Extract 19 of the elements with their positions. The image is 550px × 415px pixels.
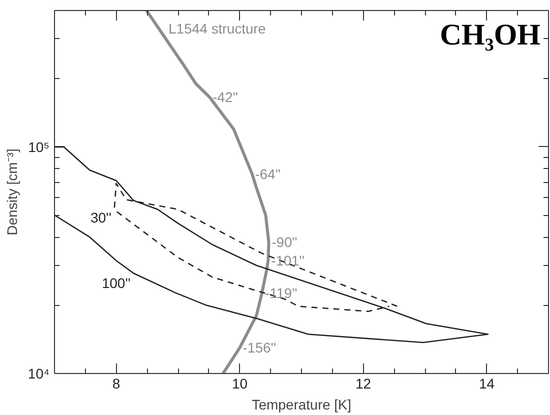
x-tick-label: 14 bbox=[478, 376, 495, 392]
x-axis-title: Temperature [K] bbox=[252, 396, 352, 412]
annotation: -156'' bbox=[242, 340, 276, 356]
annotation: -101'' bbox=[271, 252, 305, 268]
annotation: 100'' bbox=[102, 275, 131, 292]
annotation: -42'' bbox=[212, 89, 238, 106]
annotation: -90'' bbox=[272, 234, 298, 250]
y-tick-label: 10⁵ bbox=[28, 138, 50, 155]
x-tick-label: 12 bbox=[355, 376, 372, 392]
x-tick-label: 8 bbox=[112, 376, 120, 392]
annotation: CH₃OH bbox=[440, 18, 541, 52]
y-tick-label: 10⁴ bbox=[28, 366, 50, 382]
annotation: -64'' bbox=[255, 166, 281, 182]
x-tick-label: 10 bbox=[232, 376, 248, 392]
annotation: 30'' bbox=[90, 210, 112, 226]
series-label: L1544 structure bbox=[168, 20, 266, 36]
line-series bbox=[54, 146, 489, 344]
y-axis-title: Density [cm⁻³] bbox=[4, 148, 20, 236]
annotation: -119'' bbox=[264, 284, 298, 301]
